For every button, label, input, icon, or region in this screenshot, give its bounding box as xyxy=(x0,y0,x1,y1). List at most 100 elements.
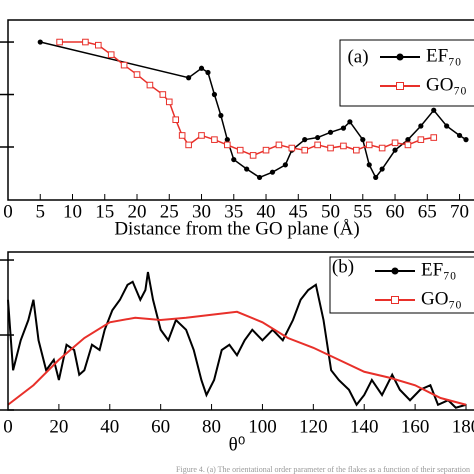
x-tick-label: 0 xyxy=(3,201,13,222)
marker xyxy=(366,162,372,168)
marker xyxy=(327,144,334,152)
marker xyxy=(315,134,321,141)
marker xyxy=(391,139,399,147)
x-tick-label: 40 xyxy=(257,201,276,222)
marker xyxy=(340,125,347,131)
marker xyxy=(56,38,63,46)
marker xyxy=(430,134,438,141)
marker xyxy=(269,169,276,175)
series-line xyxy=(7,271,467,409)
x-tick-label: 180 xyxy=(452,416,474,437)
marker xyxy=(198,65,205,71)
x-tick-label: 120 xyxy=(299,416,328,437)
x-tick-label: 65 xyxy=(418,201,437,222)
marker xyxy=(37,39,43,45)
marker xyxy=(205,69,211,76)
marker xyxy=(418,123,424,129)
x-tick-label: 5 xyxy=(36,201,46,222)
marker xyxy=(185,141,192,149)
x-tick-label: 60 xyxy=(386,201,405,222)
panel-label: (b) xyxy=(332,256,354,277)
marker xyxy=(165,98,173,106)
marker xyxy=(444,123,450,129)
series-line xyxy=(7,310,467,406)
x-tick-label: 25 xyxy=(160,201,179,222)
x-tick-label: 45 xyxy=(289,201,308,222)
marker xyxy=(231,156,237,163)
marker xyxy=(314,141,321,149)
marker xyxy=(431,107,437,113)
legend-box xyxy=(329,256,474,314)
legend-marker xyxy=(391,267,399,275)
marker xyxy=(249,152,257,159)
marker xyxy=(256,174,263,181)
x-tick-label: 40 xyxy=(100,416,119,437)
legend-box xyxy=(339,39,474,107)
x-tick-label: 100 xyxy=(248,416,277,437)
marker xyxy=(340,142,347,150)
marker xyxy=(405,137,411,143)
x-tick-label: 55 xyxy=(353,201,372,222)
x-axis-label: Distance from the GO plane (Å) xyxy=(114,218,359,239)
marker xyxy=(133,71,141,78)
panel-label: (a) xyxy=(347,46,368,67)
marker xyxy=(172,116,180,124)
marker xyxy=(262,146,270,154)
marker xyxy=(378,144,386,152)
marker xyxy=(82,38,89,46)
marker xyxy=(236,146,244,154)
x-tick-label: 30 xyxy=(192,201,211,222)
x-tick-label: 0 xyxy=(3,416,13,437)
marker xyxy=(404,141,412,149)
marker xyxy=(211,91,218,98)
x-tick-label: 15 xyxy=(95,201,114,222)
marker xyxy=(218,112,224,119)
x-axis-label: θ⁰ xyxy=(229,434,246,455)
marker xyxy=(244,166,250,172)
x-tick-label: 140 xyxy=(350,416,379,437)
marker xyxy=(463,137,469,143)
legend-marker xyxy=(391,296,399,304)
marker xyxy=(186,75,192,81)
marker xyxy=(95,41,102,49)
marker xyxy=(373,174,379,181)
marker xyxy=(301,146,309,154)
marker xyxy=(159,91,167,98)
marker xyxy=(198,132,205,139)
x-tick-label: 35 xyxy=(224,201,243,222)
marker xyxy=(360,137,366,143)
marker xyxy=(365,141,373,149)
legend-label: EF₇₀ xyxy=(426,45,461,66)
marker xyxy=(224,141,231,149)
x-tick-label: 10 xyxy=(63,201,82,222)
x-tick-label: 80 xyxy=(202,416,221,437)
plot-frame xyxy=(7,19,474,201)
marker xyxy=(288,144,296,152)
caption: Figure 4. (a) The orientational order pa… xyxy=(176,465,470,474)
x-tick-label: 20 xyxy=(128,201,147,222)
marker xyxy=(211,136,218,143)
marker xyxy=(353,146,360,154)
x-tick-label: 20 xyxy=(49,416,68,437)
marker xyxy=(120,61,128,69)
x-tick-label: 160 xyxy=(401,416,430,437)
marker xyxy=(224,137,230,143)
marker xyxy=(417,136,425,143)
marker xyxy=(379,166,385,172)
marker xyxy=(347,119,353,125)
x-tick-label: 50 xyxy=(321,201,340,222)
marker xyxy=(178,132,186,139)
legend-label: GO₇₀ xyxy=(421,288,462,309)
legend-marker xyxy=(396,53,404,61)
x-tick-label: 60 xyxy=(151,416,170,437)
marker xyxy=(146,81,154,89)
marker xyxy=(282,162,288,168)
x-tick-label: 70 xyxy=(450,201,469,222)
marker xyxy=(107,51,115,58)
legend-label: GO₇₀ xyxy=(426,74,467,95)
marker xyxy=(456,132,463,139)
legend-marker xyxy=(396,82,404,90)
marker xyxy=(275,141,283,149)
marker xyxy=(302,137,308,143)
